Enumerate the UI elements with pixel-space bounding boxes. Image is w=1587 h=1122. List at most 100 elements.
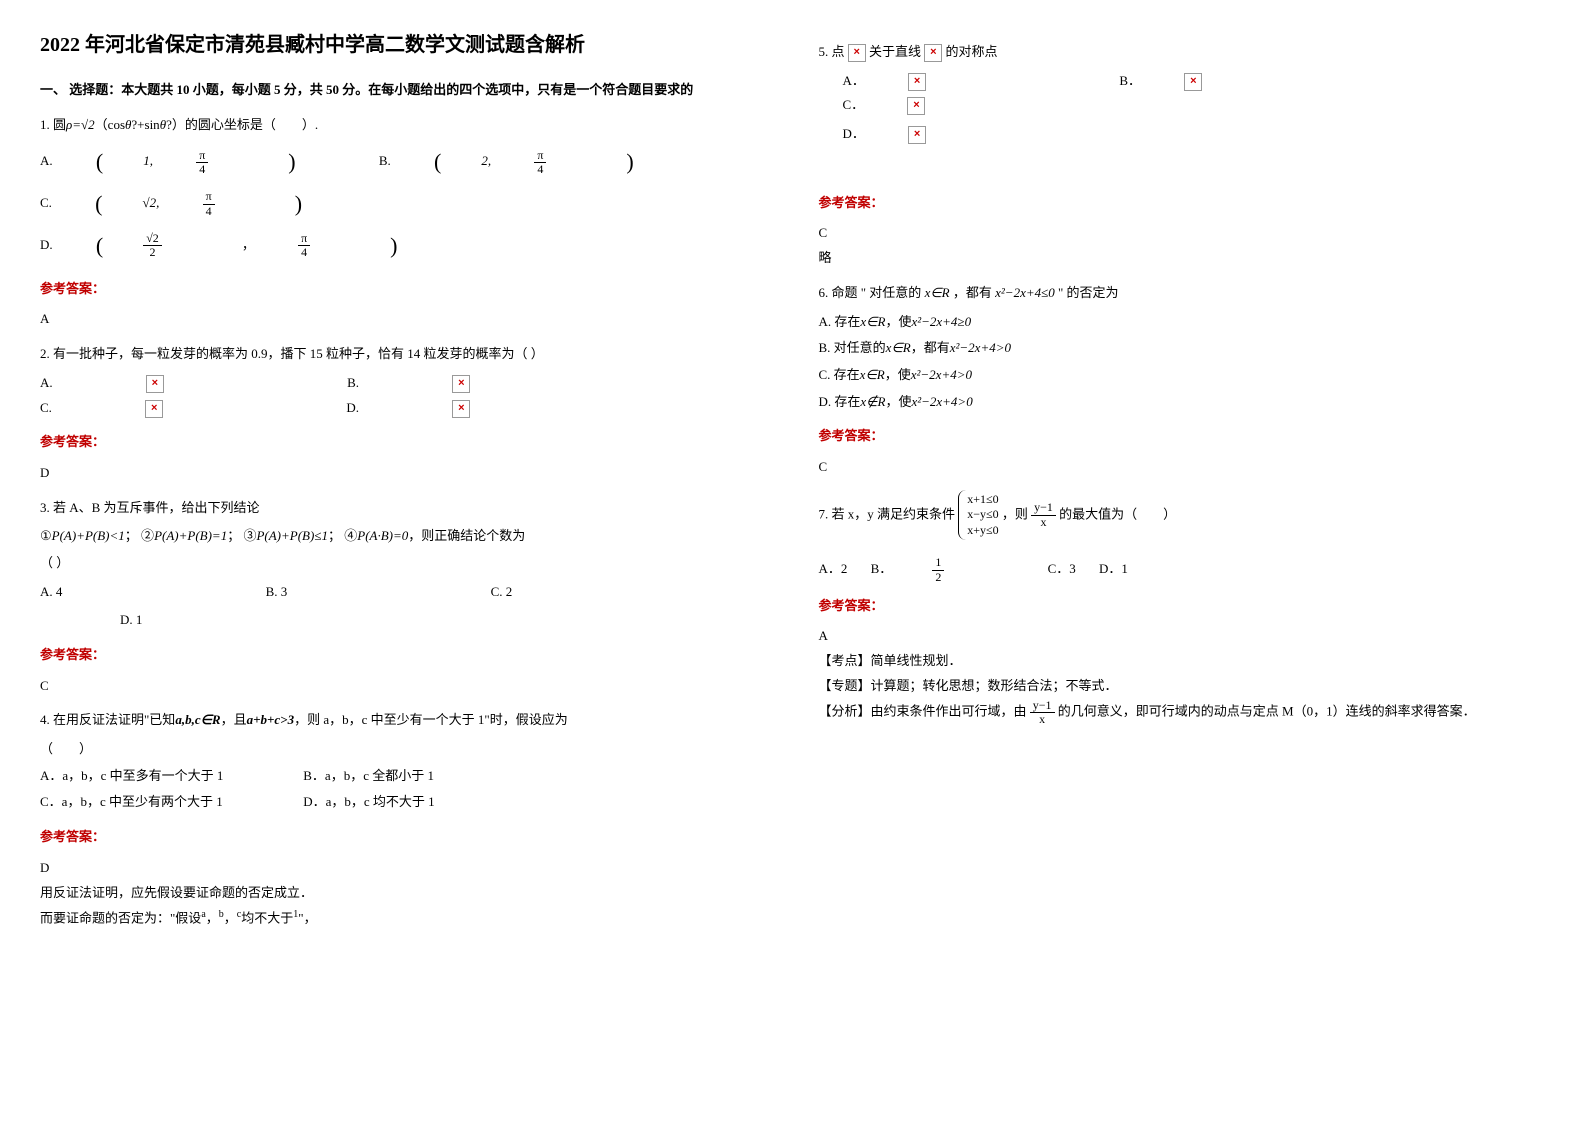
text: 而要证命题的否定为："假设 <box>40 911 201 926</box>
q1-answer: A <box>40 307 769 332</box>
frac-num: π <box>196 149 208 163</box>
q7-tag3: 【分析】由约束条件作出可行域，由 y−1x 的几何意义，即可行域内的动点与定点 … <box>819 699 1548 726</box>
frac-num: π <box>203 190 215 204</box>
math: x∈R <box>860 314 885 329</box>
math: a+b+c>3 <box>247 712 295 727</box>
frac-num: π <box>534 149 546 163</box>
opt-d: D．1 <box>1099 557 1128 582</box>
broken-image-icon: × <box>1184 73 1202 91</box>
opt-a: A．a，b，c 中至多有一个大于 1 <box>40 764 300 789</box>
q4-row1: A．a，b，c 中至多有一个大于 1 B．a，b，c 全都小于 1 <box>40 764 769 789</box>
q4-exp2: 而要证命题的否定为："假设a，b，c均不大于1"， <box>40 905 769 931</box>
text: ?）的圆心坐标是（ ）. <box>166 117 318 132</box>
text: 的对称点 <box>946 44 998 59</box>
text: ， <box>224 911 237 926</box>
q5-options-row1: A． × B． × C． × <box>843 69 1548 118</box>
opt-d: D. 1 <box>120 608 142 633</box>
answer-label: 参考答案： <box>40 825 769 850</box>
math: x∈R <box>886 340 911 355</box>
text: "， <box>298 911 316 926</box>
q5-exp: 略 <box>819 246 1548 271</box>
q3-options: A. 4 B. 3 C. 2 <box>40 580 769 605</box>
q1-stem: 1. 圆ρ=√2（cosθ?+sinθ?）的圆心坐标是（ ）. <box>40 113 769 138</box>
opt-b: B. 3 <box>266 580 288 605</box>
math: P(A)+P(B)≤1 <box>256 528 328 543</box>
q6-answer: C <box>819 455 1548 480</box>
opt-d-label: D. <box>346 396 359 421</box>
frac-num: y−1 <box>1030 699 1055 713</box>
q1-options: A. (1, π4) B. (2, π4) C. (√2, π4) D. (√2… <box>40 141 769 266</box>
q3-answer: C <box>40 674 769 699</box>
frac-num: √2 <box>143 232 162 246</box>
math: ρ=√2 <box>66 117 95 132</box>
q4-stem: 4. 在用反证法证明"已知a,b,c∈R，且a+b+c>3，则 a，b，c 中至… <box>40 708 769 733</box>
opt-a: A．2 <box>819 557 848 582</box>
frac-den: x <box>1030 713 1055 726</box>
opt-a-label: A． <box>843 69 865 94</box>
broken-image-icon: × <box>145 400 163 418</box>
answer-label: 参考答案： <box>40 643 769 668</box>
q5-options-row2: D． × <box>843 122 1548 147</box>
q2-stem: 2. 有一批种子，每一粒发芽的概率为 0.9，播下 15 粒种子，恰有 14 粒… <box>40 342 769 367</box>
frac-den: 4 <box>203 205 215 218</box>
q4-paren: （ ） <box>40 737 769 762</box>
text: 7. 若 x，y 满足约束条件 <box>819 506 956 521</box>
text: 6. 命题 " 对任意的 <box>819 285 922 300</box>
math: x²−2x+4≥0 <box>911 314 971 329</box>
num: ① <box>40 528 52 543</box>
text: ，都有 <box>953 285 992 300</box>
q7-options: A．2 B．12 C．3 D．1 <box>819 556 1548 583</box>
case1: x+1≤0 <box>967 492 998 508</box>
text: ， <box>206 911 219 926</box>
math: x²−2x+4>0 <box>950 340 1011 355</box>
text: 4. 在用反证法证明"已知 <box>40 712 175 727</box>
tail: ，则正确结论个数为 <box>408 528 525 543</box>
frac-num: π <box>298 232 310 246</box>
num: ④ <box>344 528 357 543</box>
opt-d-label: D． <box>843 122 865 147</box>
broken-image-icon: × <box>848 44 866 62</box>
math: x∈R <box>860 367 885 382</box>
q5-stem: 5. 点 × 关于直线 × 的对称点 <box>819 40 1548 65</box>
frac-num: y−1 <box>1031 501 1056 515</box>
math: x∈R <box>925 285 950 300</box>
q2-options: A. × B. × C. × D. × <box>40 371 769 420</box>
text: ，则 <box>1002 506 1028 521</box>
text: 【分析】由约束条件作出可行域，由 <box>819 703 1027 718</box>
num: ② <box>141 528 154 543</box>
q3-paren: （ ） <box>40 551 769 576</box>
broken-image-icon: × <box>908 126 926 144</box>
frac-den: 4 <box>298 246 310 259</box>
text: 5. 点 <box>819 44 845 59</box>
q3-conclusions: ①P(A)+P(B)<1； ②P(A)+P(B)=1； ③P(A)+P(B)≤1… <box>40 524 769 549</box>
opt-b-label: B． <box>871 557 893 582</box>
math: P(A)+P(B)=1 <box>154 528 227 543</box>
frac-den: 2 <box>143 246 162 259</box>
math: a,b,c∈R <box>175 712 220 727</box>
opt-d: D．a，b，c 均不大于 1 <box>303 794 434 809</box>
math: x∉R <box>860 394 885 409</box>
frac-den: x <box>1031 516 1056 529</box>
opt-a-label: A. <box>40 371 53 396</box>
section-heading: 一、 选择题：本大题共 10 小题，每小题 5 分，共 50 分。在每小题给出的… <box>40 78 769 103</box>
opt-a: A. 4 <box>40 580 62 605</box>
opt-c-label: C. <box>40 396 52 421</box>
frac-den: 2 <box>932 571 944 584</box>
opt-b-label: B. <box>347 371 359 396</box>
q6-opt-b: B. 对任意的x∈R，都有x²−2x+4>0 <box>819 336 1548 361</box>
broken-image-icon: × <box>146 375 164 393</box>
broken-image-icon: × <box>908 73 926 91</box>
text: ，使 <box>885 367 911 382</box>
q6-opt-a: A. 存在x∈R，使x²−2x+4≥0 <box>819 310 1548 335</box>
text: A. 存在 <box>819 314 861 329</box>
num: ③ <box>243 528 256 543</box>
sep: ； <box>125 528 138 543</box>
opt-c: C．a，b，c 中至少有两个大于 1 <box>40 790 300 815</box>
opt-c-label: C. <box>40 191 52 216</box>
frac-den: 4 <box>534 163 546 176</box>
answer-label: 参考答案： <box>819 594 1548 619</box>
q4-exp1: 用反证法证明，应先假设要证命题的否定成立． <box>40 881 769 906</box>
answer-label: 参考答案： <box>819 191 1548 216</box>
q5-answer: C <box>819 221 1548 246</box>
q3-stem: 3. 若 A、B 为互斥事件，给出下列结论 <box>40 496 769 521</box>
